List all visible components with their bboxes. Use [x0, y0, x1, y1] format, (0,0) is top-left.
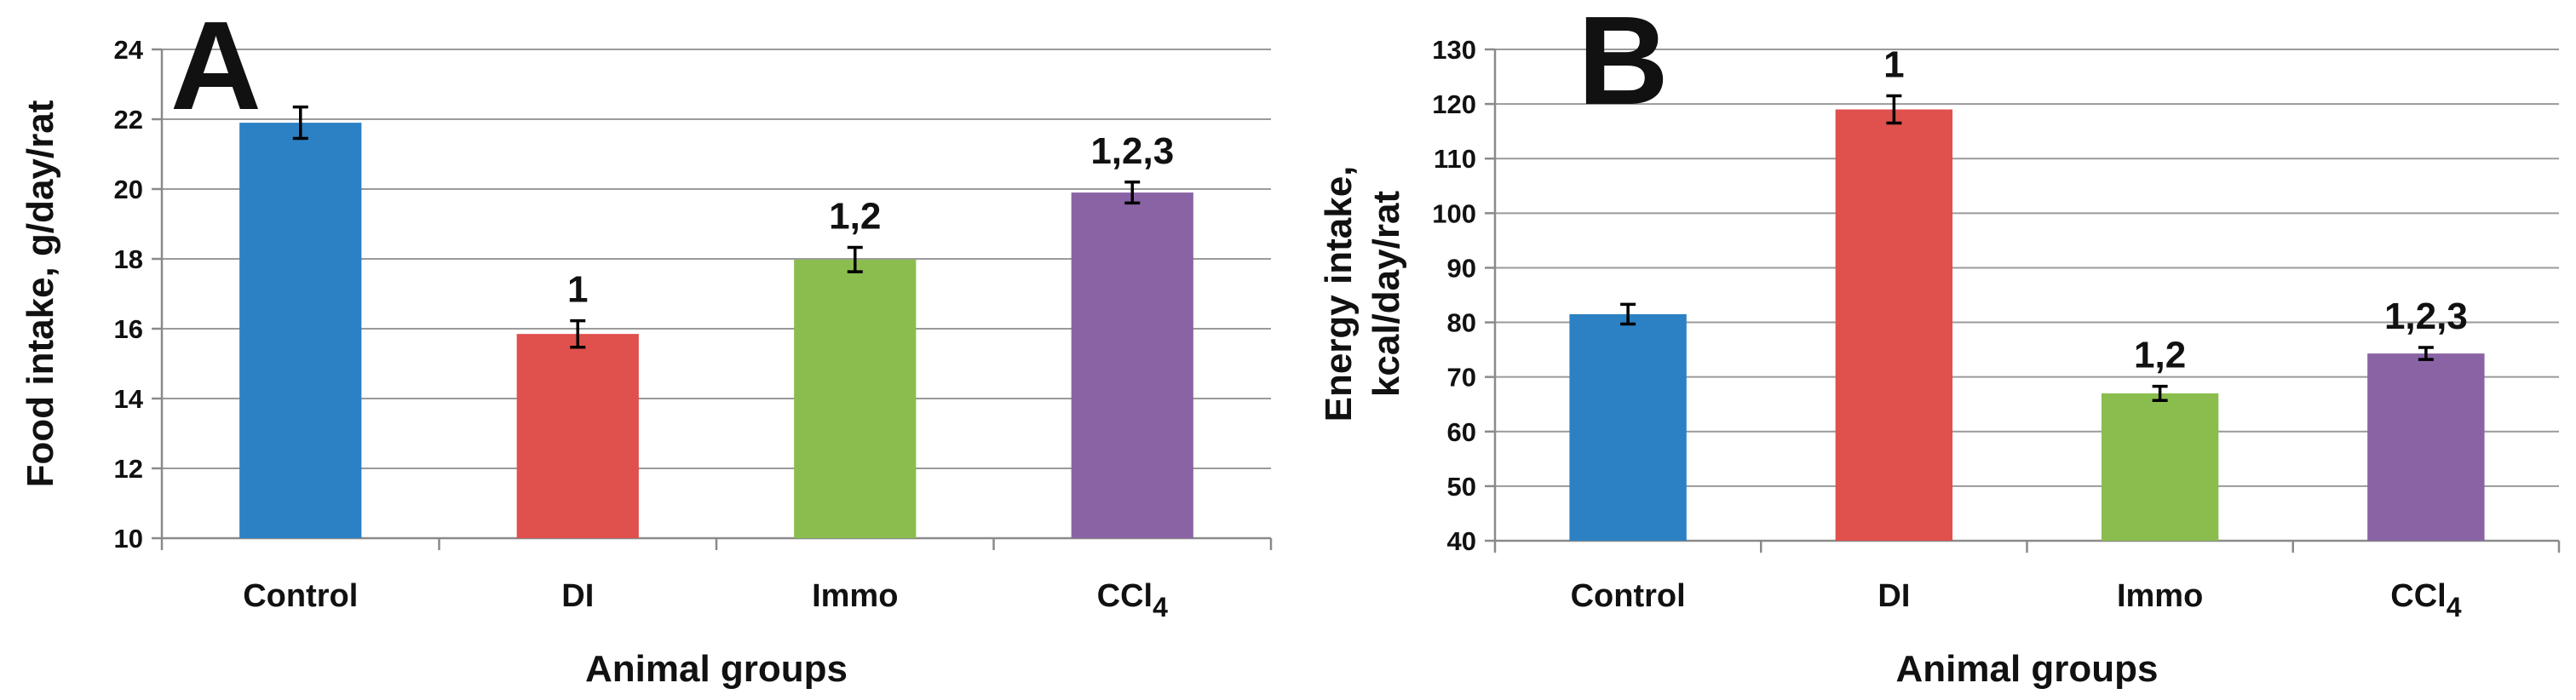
y-tick-label: 50 — [1447, 472, 1476, 502]
y-tick-label: 12 — [114, 454, 143, 484]
significance-label: 1,2,3 — [1090, 130, 1174, 172]
y-tick-label: 70 — [1447, 363, 1476, 393]
panel-letter: A — [170, 0, 262, 136]
category-label-main: CCl — [1097, 578, 1153, 614]
significance-label: 1 — [1883, 43, 1904, 85]
bar-immo — [2101, 393, 2219, 541]
category-label-di: DI — [1877, 578, 1910, 614]
bar-ccl4 — [1071, 192, 1193, 538]
y-tick-label: 120 — [1432, 89, 1476, 119]
y-axis-title: Energy intake, kcal/day/rat — [1318, 166, 1407, 422]
significance-label: 1,2,3 — [2384, 295, 2468, 337]
category-label-control: Control — [243, 578, 358, 614]
category-label-main: Control — [1571, 578, 1686, 614]
category-label-control: Control — [1571, 578, 1686, 614]
category-label-main: DI — [561, 578, 594, 614]
y-tick-label: 22 — [114, 105, 143, 135]
y-tick-label: 130 — [1432, 35, 1476, 65]
y-tick-label: 16 — [114, 314, 143, 344]
category-label-di: DI — [561, 578, 594, 614]
y-tick-label: 100 — [1432, 198, 1476, 228]
y-axis-title: Food intake, g/day/rat — [20, 100, 61, 487]
y-tick-labels: 40 50 60 70 80 90 100 110 120 130 — [1432, 35, 1476, 556]
error-bar-ccl4 — [1124, 181, 1141, 205]
category-label-subscript: 4 — [2447, 592, 2462, 623]
panel-letter: B — [1578, 0, 1669, 131]
bars — [239, 105, 1193, 538]
error-bar-di — [570, 318, 586, 349]
bars — [1569, 94, 2485, 541]
chart-panel-a: 10 12 14 16 18 20 22 24 Control 1 DI 1,2 Immo 1,2,3 CC… — [20, 0, 1273, 690]
bar-ccl4 — [2367, 353, 2485, 541]
y-tick-label: 60 — [1447, 417, 1476, 447]
error-bar-immo — [847, 245, 863, 273]
y-axis-title-line: Energy intake, — [1318, 166, 1360, 422]
category-label-immo: Immo — [812, 578, 898, 614]
y-tick-label: 90 — [1447, 253, 1476, 283]
y-axis-title-line: kcal/day/rat — [1366, 191, 1407, 397]
bar-di — [516, 334, 639, 538]
significance-label: 1 — [567, 269, 588, 311]
category-label-main: CCl — [2390, 578, 2446, 614]
significance-label: 1,2 — [829, 195, 881, 237]
y-tick-labels: 10 12 14 16 18 20 22 24 — [114, 35, 144, 554]
bar-immo — [794, 259, 917, 538]
category-label-main: Control — [243, 578, 358, 614]
energy-intake-chart: 40 50 60 70 80 90 100 110 120 130 Control 1 DI 1,2 Imm… — [1318, 0, 2561, 690]
category-label-immo: Immo — [2117, 578, 2203, 614]
error-bar-immo — [2152, 384, 2168, 402]
category-label-subscript: 4 — [1153, 592, 1168, 623]
error-bar-control — [292, 105, 308, 141]
y-tick-label: 10 — [114, 524, 143, 554]
y-axis-title-line: Food intake, g/day/rat — [20, 100, 61, 487]
chart-panel-b: 40 50 60 70 80 90 100 110 120 130 Control 1 DI 1,2 Imm… — [1288, 0, 2576, 700]
x-axis-title: Animal groups — [1895, 648, 2158, 690]
error-bar-control — [1620, 302, 1636, 326]
category-label-main: Immo — [2117, 578, 2203, 614]
y-tick-label: 20 — [114, 175, 143, 204]
category-label-main: DI — [1877, 578, 1910, 614]
x-axis-title: Animal groups — [585, 648, 848, 690]
bar-control — [239, 123, 362, 538]
category-label-ccl4: CCl4 — [2390, 578, 2461, 623]
error-bar-di — [1886, 94, 1902, 125]
y-tick-label: 40 — [1447, 526, 1476, 556]
bar-di — [1835, 109, 1953, 541]
y-tick-label: 80 — [1447, 308, 1476, 338]
error-bar-ccl4 — [2418, 346, 2434, 361]
significance-label: 1,2 — [2134, 335, 2186, 376]
category-label-ccl4: CCl4 — [1097, 578, 1168, 623]
y-tick-label: 24 — [114, 35, 144, 65]
bar-control — [1569, 313, 1687, 541]
food-intake-chart: 10 12 14 16 18 20 22 24 Control 1 DI 1,2 Immo 1,2,3 CC… — [20, 0, 1273, 690]
y-tick-label: 18 — [114, 244, 143, 274]
category-label-main: Immo — [812, 578, 898, 614]
y-tick-label: 110 — [1434, 144, 1476, 174]
y-tick-label: 14 — [114, 384, 144, 414]
